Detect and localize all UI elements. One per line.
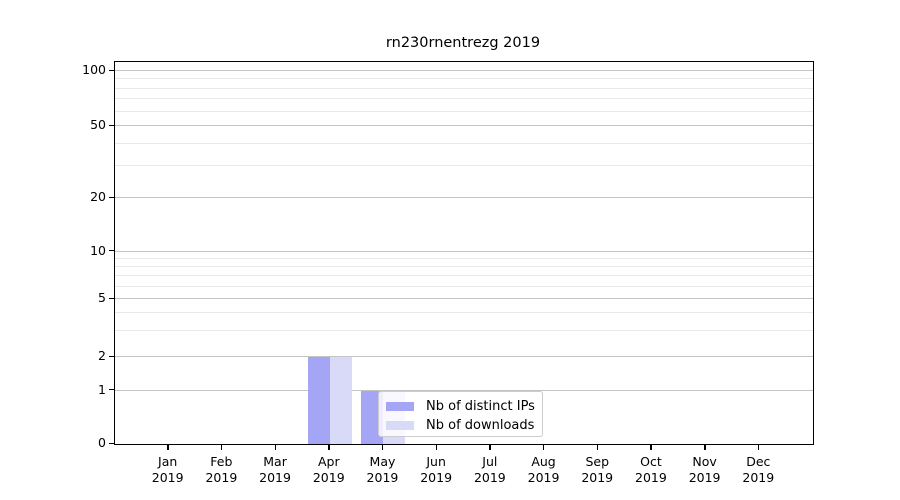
x-tick-mark-icon (167, 444, 169, 450)
x-tick-label: Mar 2019 (259, 454, 291, 485)
y-tick-label: 5 (98, 289, 106, 305)
x-tick-label: Nov 2019 (688, 454, 721, 485)
major-gridline (115, 389, 813, 391)
major-gridline (115, 197, 813, 198)
x-tick-mark-icon (650, 444, 652, 450)
legend-item-downloads: Nb of downloads (386, 416, 534, 435)
y-tick-mark-icon (109, 196, 114, 198)
x-tick-label: Apr 2019 (312, 454, 345, 485)
x-tick-label: Sep 2019 (581, 454, 614, 485)
legend-swatch-distinct-ips-icon (386, 402, 414, 411)
legend-label-distinct-ips: Nb of distinct IPs (426, 399, 535, 414)
y-tick-label: 2 (98, 347, 106, 363)
legend: Nb of distinct IPs Nb of downloads (378, 391, 543, 437)
x-tick-label: Jun 2019 (420, 454, 453, 485)
plot-area (114, 61, 814, 445)
x-tick-label: Jan 2019 (151, 454, 184, 485)
bar-distinct-ips-apr (307, 357, 330, 444)
y-tick-mark-icon (109, 297, 114, 299)
legend-swatch-downloads-icon (386, 421, 414, 430)
major-gridline (115, 70, 813, 71)
bar-distinct-ips-may (361, 390, 384, 444)
x-tick-mark-icon (381, 444, 384, 450)
legend-item-distinct-ips: Nb of distinct IPs (386, 397, 535, 416)
y-tick-label: 20 (90, 188, 106, 204)
x-tick-mark-icon (489, 444, 491, 450)
y-tick-mark-icon (109, 442, 114, 444)
x-tick-label: Aug 2019 (527, 454, 560, 485)
minor-gridline (115, 257, 813, 259)
x-tick-label: Dec 2019 (742, 454, 775, 485)
minor-gridline (115, 110, 813, 112)
y-tick-mark-icon (109, 389, 114, 391)
minor-gridline (115, 98, 813, 100)
minor-gridline (115, 87, 813, 89)
y-tick-mark-icon (109, 355, 114, 357)
y-tick-label: 100 (82, 61, 106, 77)
x-tick-label: Jul 2019 (473, 454, 506, 485)
y-tick-label: 50 (90, 116, 106, 132)
minor-gridline (115, 78, 813, 80)
x-tick-label: May 2019 (366, 454, 399, 485)
legend-label-downloads: Nb of downloads (426, 418, 535, 433)
y-tick-label: 1 (98, 381, 106, 397)
major-gridline (115, 298, 813, 299)
x-tick-mark-icon (274, 444, 276, 450)
y-tick-mark-icon (109, 69, 114, 71)
major-gridline (115, 250, 813, 252)
major-gridline (115, 125, 813, 126)
x-tick-label: Feb 2019 (205, 454, 238, 485)
x-tick-mark-icon (543, 444, 545, 450)
minor-gridline (115, 265, 813, 267)
x-tick-mark-icon (328, 444, 330, 450)
x-tick-label: Oct 2019 (635, 454, 667, 485)
y-tick-label: 10 (90, 242, 106, 258)
minor-gridline (115, 312, 813, 314)
x-tick-mark-icon (704, 444, 706, 450)
minor-gridline (115, 165, 813, 167)
x-tick-mark-icon (220, 444, 223, 450)
minor-gridline (115, 142, 813, 144)
y-tick-label: 0 (98, 434, 106, 450)
minor-gridline (115, 330, 813, 332)
minor-gridline (115, 274, 813, 276)
minor-gridline (115, 285, 813, 287)
x-tick-mark-icon (596, 444, 599, 450)
y-tick-mark-icon (109, 250, 114, 252)
bar-downloads-apr (329, 357, 352, 444)
y-tick-mark-icon (109, 124, 114, 126)
chart-title: rn230rnentrezg 2019 (385, 35, 541, 51)
major-gridline (115, 356, 813, 357)
x-tick-mark-icon (435, 444, 438, 450)
x-tick-mark-icon (757, 444, 760, 450)
